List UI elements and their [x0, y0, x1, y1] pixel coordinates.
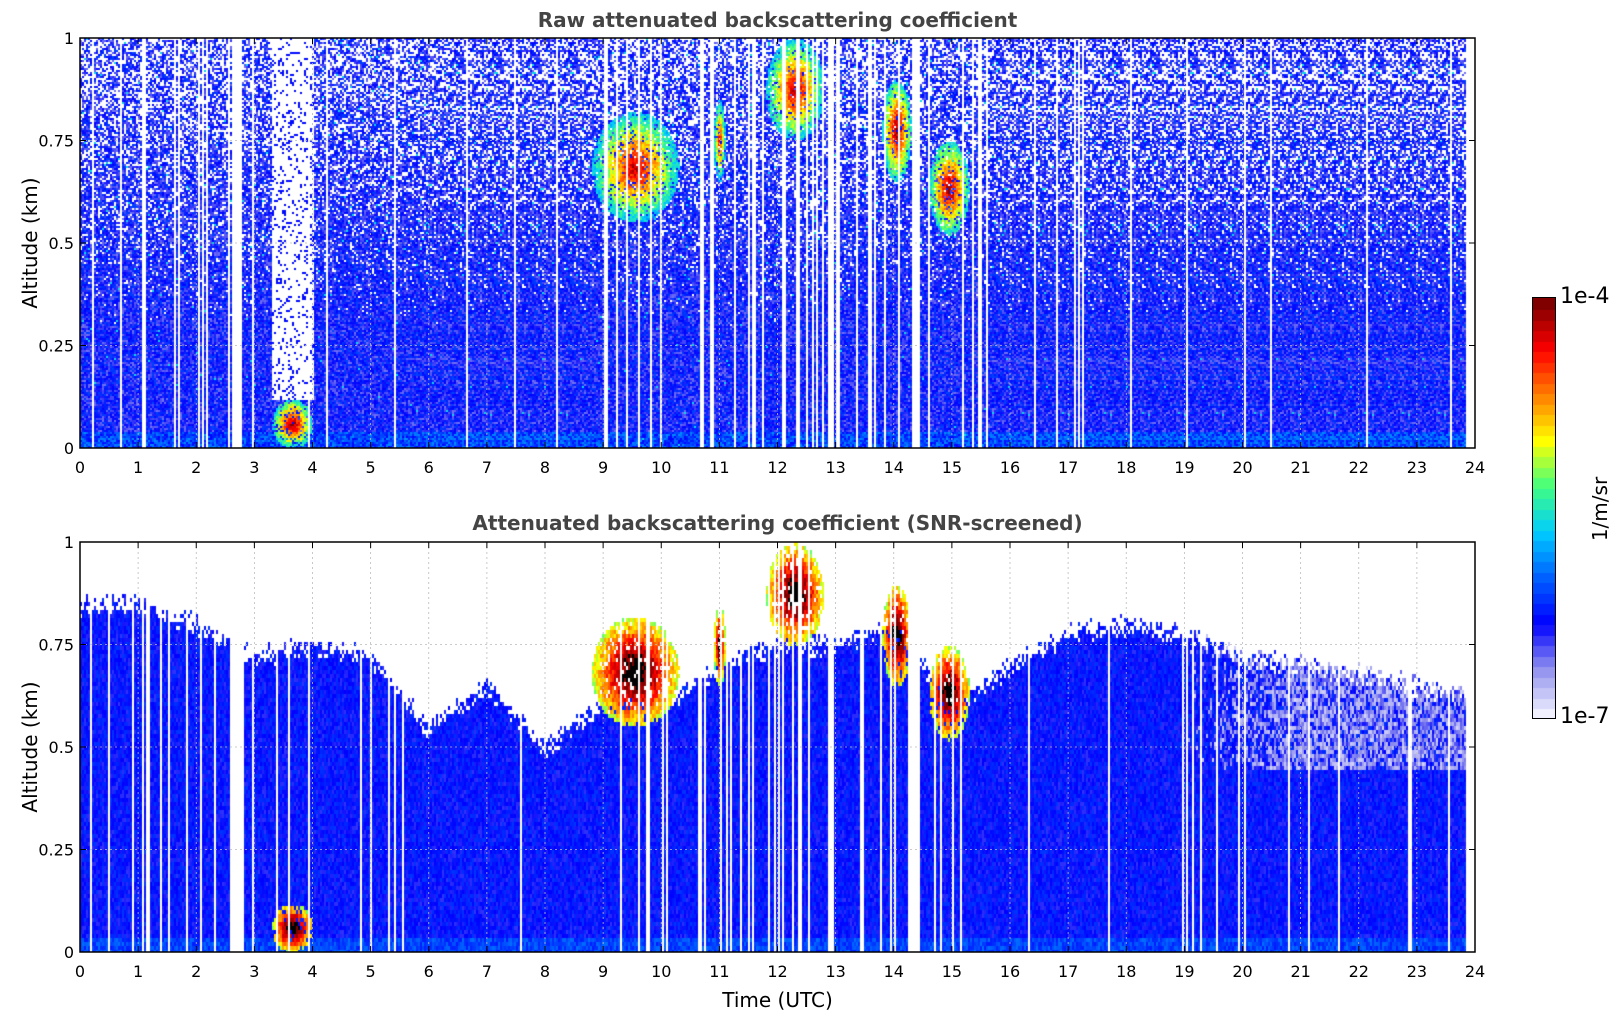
top-x-tick-label: 12	[767, 458, 787, 477]
bottom-panel-title: Attenuated backscattering coefficient (S…	[472, 511, 1083, 535]
bottom-x-tick-label: 16	[1000, 962, 1020, 981]
bottom-x-tick-label: 3	[249, 962, 259, 981]
top-y-tick-label: 0.5	[49, 234, 74, 253]
bottom-y-tick-label: 0	[64, 943, 74, 962]
bottom-x-tick-label: 24	[1465, 962, 1485, 981]
colorbar-gradient	[1532, 297, 1556, 719]
top-y-tick-label: 0	[64, 439, 74, 458]
bottom-x-tick-label: 7	[482, 962, 492, 981]
top-panel-title: Raw attenuated backscattering coefficien…	[537, 8, 1018, 32]
bottom-y-tick-label: 0.75	[38, 636, 74, 655]
top-x-tick-label: 24	[1465, 458, 1485, 477]
bottom-x-tick-label: 5	[366, 962, 376, 981]
bottom-x-tick-label: 20	[1232, 962, 1252, 981]
top-x-tick-label: 22	[1349, 458, 1369, 477]
top-x-tick-label: 10	[651, 458, 671, 477]
top-x-tick-label: 4	[307, 458, 317, 477]
bottom-x-tick-label: 11	[709, 962, 729, 981]
bottom-x-tick-label: 0	[75, 962, 85, 981]
x-axis-label: Time (UTC)	[722, 988, 833, 1012]
bottom-y-axis-label: Altitude (km)	[18, 681, 42, 813]
top-x-tick-label: 17	[1058, 458, 1078, 477]
top-x-tick-label: 14	[884, 458, 904, 477]
bottom-y-tick-label: 0.5	[49, 738, 74, 757]
colorbar-max-label: 1e-4	[1560, 284, 1610, 309]
bottom-x-tick-label: 13	[825, 962, 845, 981]
bottom-x-tick-label: 2	[191, 962, 201, 981]
bottom-x-tick-label: 10	[651, 962, 671, 981]
top-x-tick-label: 1	[133, 458, 143, 477]
top-x-tick-label: 6	[424, 458, 434, 477]
top-x-tick-label: 2	[191, 458, 201, 477]
bottom-x-tick-label: 18	[1116, 962, 1136, 981]
bottom-x-tick-label: 15	[942, 962, 962, 981]
top-x-tick-label: 21	[1290, 458, 1310, 477]
top-x-tick-label: 16	[1000, 458, 1020, 477]
top-heatmap-plot: 0 1 2 3 4 5 6 7 8 9 10 11 12 13 14 15 16 17 18 19 20 21 22 23 24…	[38, 29, 1485, 477]
top-y-tick-label: 0.25	[38, 337, 74, 356]
top-x-tick-label: 23	[1407, 458, 1427, 477]
bottom-x-tick-label: 23	[1407, 962, 1427, 981]
top-x-tick-label: 5	[366, 458, 376, 477]
top-x-tick-label: 11	[709, 458, 729, 477]
top-x-tick-label: 8	[540, 458, 550, 477]
top-x-tick-label: 3	[249, 458, 259, 477]
bottom-x-tick-label: 8	[540, 962, 550, 981]
bottom-x-tick-label: 21	[1290, 962, 1310, 981]
top-x-tick-label: 7	[482, 458, 492, 477]
bottom-x-tick-label: 12	[767, 962, 787, 981]
colorbar-min-label: 1e-7	[1560, 704, 1610, 729]
bottom-x-tick-label: 19	[1174, 962, 1194, 981]
top-x-tick-label: 18	[1116, 458, 1136, 477]
top-x-tick-label: 20	[1232, 458, 1252, 477]
bottom-y-tick-label: 0.25	[38, 841, 74, 860]
top-axes: 0 1 2 3 4 5 6 7 8 9 10 11 12 13 14 15 16 17 18 19 20 21 22 23 24…	[38, 29, 1485, 477]
bottom-x-tick-label: 14	[884, 962, 904, 981]
top-y-axis-label: Altitude (km)	[18, 177, 42, 309]
bottom-x-tick-label: 4	[307, 962, 317, 981]
bottom-x-tick-label: 9	[598, 962, 608, 981]
bottom-x-tick-label: 22	[1349, 962, 1369, 981]
colorbar	[1532, 297, 1556, 719]
bottom-y-tick-label: 1	[64, 533, 74, 552]
top-y-tick-label: 0.75	[38, 132, 74, 151]
top-x-tick-label: 15	[942, 458, 962, 477]
bottom-x-tick-label: 6	[424, 962, 434, 981]
bottom-heatmap-plot: 0 1 2 3 4 5 6 7 8 9 10 11 12 13 14 15 16 17 18 19 20 21 22 23 24…	[38, 533, 1485, 981]
bottom-axes: 0 1 2 3 4 5 6 7 8 9 10 11 12 13 14 15 16 17 18 19 20 21 22 23 24…	[38, 533, 1485, 981]
top-x-tick-label: 13	[825, 458, 845, 477]
top-y-tick-label: 1	[64, 29, 74, 48]
top-x-tick-label: 0	[75, 458, 85, 477]
top-x-tick-label: 9	[598, 458, 608, 477]
bottom-x-tick-label: 1	[133, 962, 143, 981]
top-x-tick-label: 19	[1174, 458, 1194, 477]
bottom-x-tick-label: 17	[1058, 962, 1078, 981]
